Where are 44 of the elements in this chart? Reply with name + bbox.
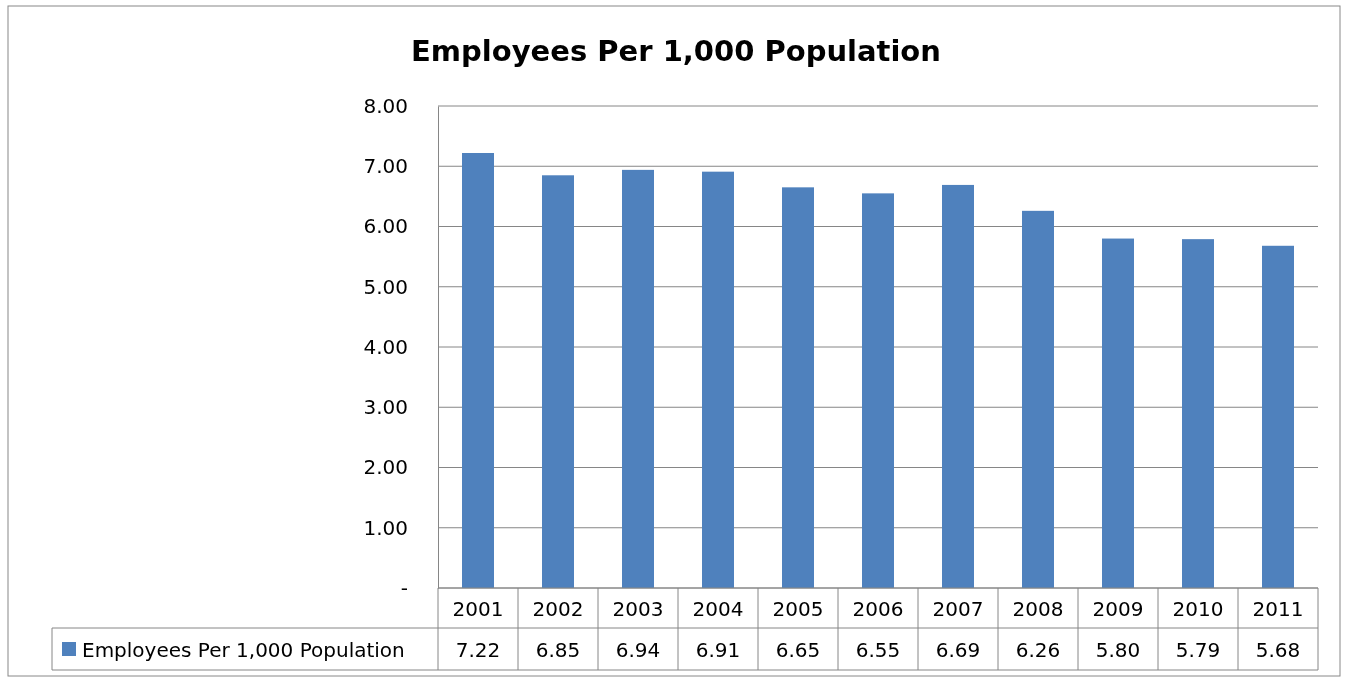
x-tick-label: 2007 xyxy=(932,597,984,621)
data-label: 6.69 xyxy=(935,638,981,662)
y-tick-label: 4.00 xyxy=(363,334,408,359)
x-tick-label: 2006 xyxy=(852,597,904,621)
data-label: 5.79 xyxy=(1175,638,1221,662)
bar xyxy=(942,184,974,588)
data-label: 6.85 xyxy=(535,638,581,662)
bar xyxy=(702,171,734,588)
y-tick-label: 7.00 xyxy=(363,154,408,179)
data-label: 6.55 xyxy=(855,638,901,662)
data-label: 6.65 xyxy=(775,638,821,662)
y-tick-label: 8.00 xyxy=(363,93,408,118)
y-tick-label: 6.00 xyxy=(363,214,408,239)
y-tick-label: 2.00 xyxy=(363,455,408,480)
x-tick-label: 2010 xyxy=(1172,597,1224,621)
x-tick-label: 2004 xyxy=(692,597,744,621)
y-tick-label: 3.00 xyxy=(363,395,408,420)
data-label: 6.26 xyxy=(1015,638,1061,662)
x-tick-label: 2005 xyxy=(772,597,824,621)
bar xyxy=(782,187,814,588)
bar xyxy=(1102,238,1134,588)
legend-label: Employees Per 1,000 Population xyxy=(82,638,405,662)
data-label: 5.80 xyxy=(1095,638,1141,662)
data-label: 6.91 xyxy=(695,638,741,662)
x-tick-label: 2009 xyxy=(1092,597,1144,621)
bar xyxy=(622,169,654,588)
x-tick-label: 2011 xyxy=(1252,597,1304,621)
bar xyxy=(542,175,574,588)
y-tick-label: 1.00 xyxy=(363,515,408,540)
x-tick-label: 2003 xyxy=(612,597,664,621)
data-label: 7.22 xyxy=(455,638,501,662)
bar xyxy=(1182,239,1214,588)
x-tick-label: 2002 xyxy=(532,597,584,621)
bar xyxy=(862,193,894,588)
data-label: 5.68 xyxy=(1255,638,1301,662)
y-tick-label: - xyxy=(400,575,408,600)
bar xyxy=(1022,210,1054,588)
bar xyxy=(1262,245,1294,588)
chart-title: Employees Per 1,000 Population xyxy=(411,34,941,68)
data-label: 6.94 xyxy=(615,638,661,662)
bar xyxy=(462,153,494,588)
x-tick-label: 2008 xyxy=(1012,597,1064,621)
y-tick-label: 5.00 xyxy=(363,274,408,299)
x-tick-label: 2001 xyxy=(452,597,504,621)
